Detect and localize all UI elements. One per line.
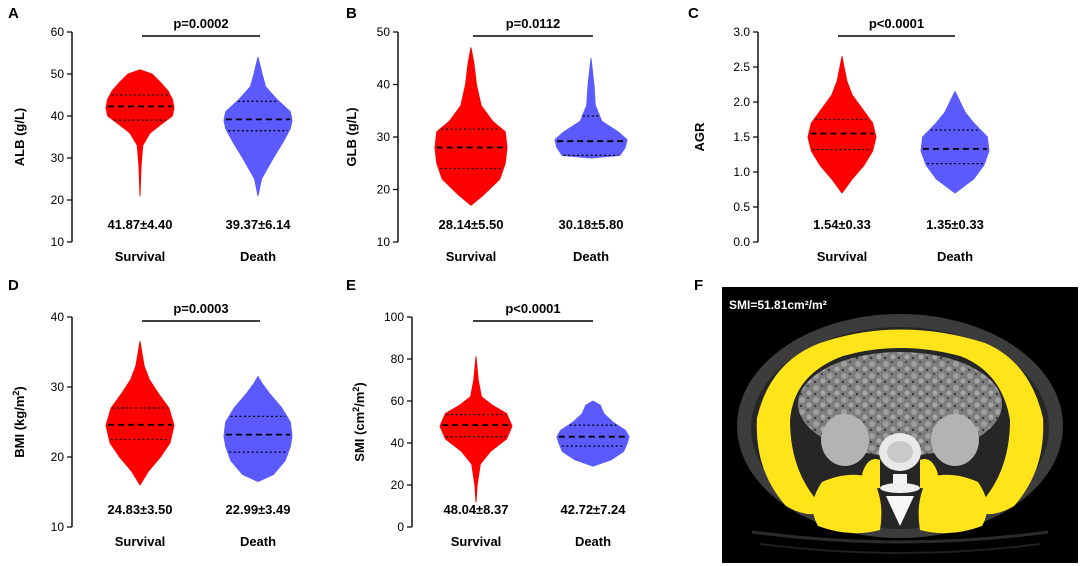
y-tick-label: 40 [377,78,391,92]
p-value-label: p=0.0003 [173,301,228,316]
violin-survival [105,341,175,486]
y-tick-label: 100 [384,310,404,324]
p-value-label: p=0.0002 [173,16,228,31]
y-tick-label: 50 [377,25,391,39]
panel-b: B 10 20 30 40 50 GLB (g/L) p=0.0112 28.14±5.50 Su… [344,5,628,264]
stat-death: 39.37±6.14 [226,217,292,232]
violin-death [554,57,628,159]
stat-survival: 1.54±0.33 [813,217,871,232]
x-category-death: Death [240,534,276,549]
ct-scan-drawing [737,314,1063,554]
y-tick-label: 20 [51,450,65,464]
y-tick-label: 10 [377,235,391,249]
y-axis-title: GLB (g/L) [344,107,359,166]
ct-smi-caption: SMI=51.81cm²/m² [729,298,827,312]
psoas-left [862,458,880,489]
x-category-survival: Survival [115,249,166,264]
stat-death: 30.18±5.80 [559,217,624,232]
y-tick-label: 60 [391,394,405,408]
x-category-death: Death [240,249,276,264]
stat-survival: 48.04±8.37 [444,502,509,517]
x-category-death: Death [573,249,609,264]
paraspinal-muscle-right [918,474,988,534]
panel-letter-d: D [8,277,19,294]
y-tick-label: 60 [51,25,65,39]
y-axis-title: AGR [692,122,707,152]
stat-death: 42.72±7.24 [561,502,627,517]
ct-panel: F SMI=51.81cm [694,277,1078,563]
panel-d: D 10 20 30 40 BMI (kg/m2) p=0.0003 24.83±3.50 Su… [8,277,293,549]
y-tick-label: 30 [377,130,391,144]
violin-death [223,376,293,482]
panel-letter-f: F [694,277,703,294]
stat-survival: 41.87±4.40 [108,217,173,232]
violin-death [223,56,293,197]
violin-survival [434,47,508,206]
p-value-label: p=0.0112 [506,16,561,31]
violin-death [556,400,630,467]
y-axis-title: SMI (cm2/m2) [351,382,367,461]
kidney-right [931,414,979,466]
y-tick-label: 80 [391,352,405,366]
y-tick-label: 3.0 [733,25,750,39]
violin-panels: A 10 20 30 40 50 60 ALB (g/L) p=0.0002 41.87±4.40… [8,5,990,549]
x-category-death: Death [575,534,611,549]
y-tick-label: 40 [391,436,405,450]
x-category-survival: Survival [451,534,502,549]
panel-e: E 0 20 40 60 80 100 SMI (cm2/m2) p<0.0001 48.04±8… [346,277,630,549]
violin-death [920,91,990,194]
y-tick-label: 40 [51,310,65,324]
stat-death: 1.35±0.33 [926,217,984,232]
y-tick-label: 1.5 [733,130,750,144]
panel-a: A 10 20 30 40 50 60 ALB (g/L) p=0.0002 41.87±4.40… [8,5,293,264]
panel-letter-c: C [688,5,699,22]
kidney-left [821,414,869,466]
y-tick-label: 30 [51,380,65,394]
stat-death: 22.99±3.49 [226,502,291,517]
y-tick-label: 20 [51,193,65,207]
x-category-survival: Survival [115,534,166,549]
y-tick-label: 50 [51,67,65,81]
spinous-process [886,496,914,526]
violin-survival [105,69,175,197]
y-tick-label: 0.5 [733,200,750,214]
y-tick-label: 20 [377,183,391,197]
y-tick-label: 0 [397,520,404,534]
paraspinal-muscle-left [812,474,882,534]
y-tick-label: 10 [51,235,65,249]
y-tick-label: 10 [51,520,65,534]
stat-survival: 24.83±3.50 [108,502,173,517]
panel-letter-a: A [8,5,19,22]
violin-survival [807,56,877,194]
stat-survival: 28.14±5.50 [439,217,504,232]
y-axis-title: BMI (kg/m2) [11,386,27,457]
x-category-survival: Survival [817,249,868,264]
p-value-label: p<0.0001 [505,301,560,316]
y-axis-title: ALB (g/L) [12,108,27,166]
y-tick-label: 2.0 [733,95,750,109]
y-tick-label: 2.5 [733,60,750,74]
violin-survival [439,356,513,503]
y-tick-label: 40 [51,109,65,123]
x-category-death: Death [937,249,973,264]
psoas-right [920,458,938,489]
abdominal-wall-muscle [756,329,1044,515]
x-category-survival: Survival [446,249,497,264]
panel-letter-e: E [346,277,356,294]
panel-letter-b: B [346,5,357,22]
y-tick-label: 0.0 [733,235,750,249]
y-tick-label: 30 [51,151,65,165]
y-tick-label: 1.0 [733,165,750,179]
panel-c: C 0.0 0.5 1.0 1.5 2.0 2.5 3.0 AGR p<0.0001 1.54±0.… [688,5,990,264]
y-tick-label: 20 [391,478,405,492]
p-value-label: p<0.0001 [869,16,924,31]
